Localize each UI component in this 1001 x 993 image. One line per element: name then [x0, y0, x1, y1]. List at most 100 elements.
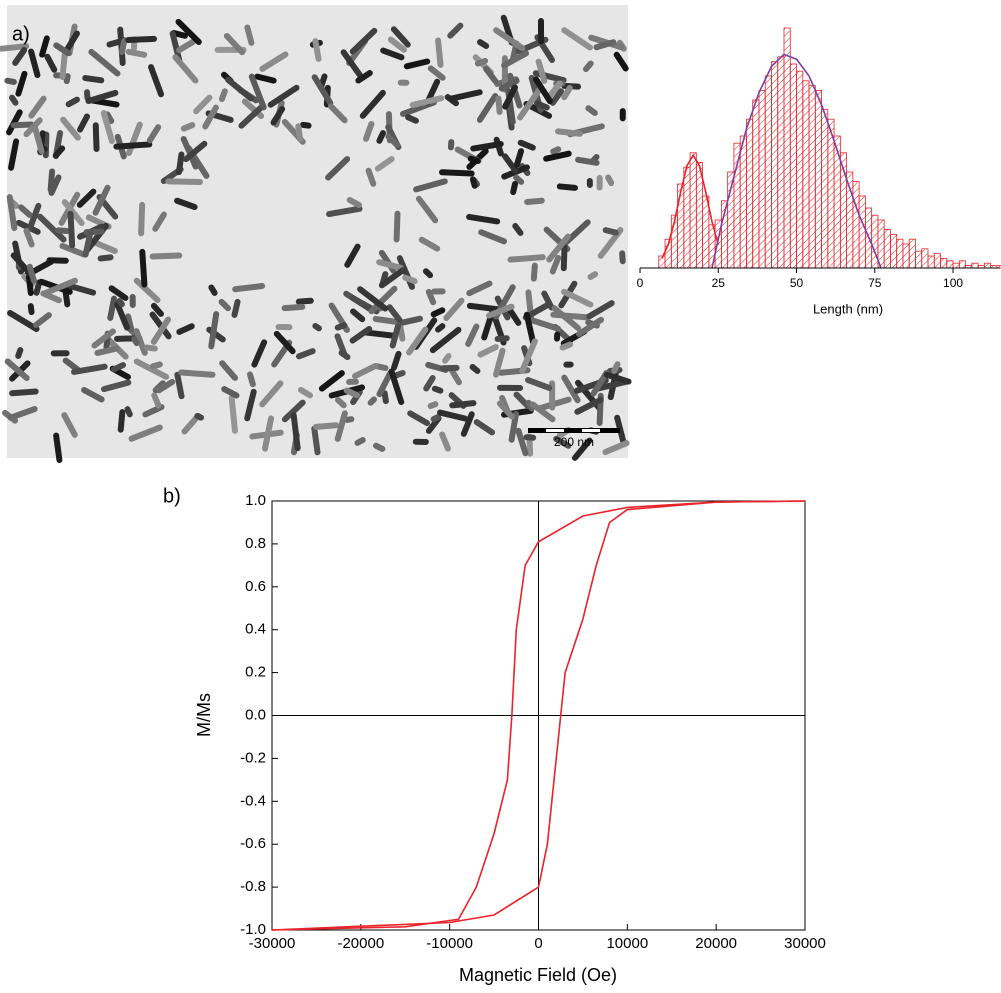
x-tick-label: 10000	[606, 935, 648, 952]
x-tick-label: 50	[790, 276, 804, 290]
nanorods	[0, 14, 632, 464]
nanorod	[76, 188, 97, 208]
histogram-bar	[789, 63, 797, 269]
nanorod	[431, 385, 444, 394]
nanorod	[248, 73, 267, 111]
nanorod	[82, 229, 94, 258]
nanorod	[351, 362, 379, 380]
nanorod	[295, 123, 304, 143]
nanorod	[165, 178, 203, 185]
nanorod	[465, 323, 480, 347]
nanorod	[312, 422, 340, 430]
nanorod	[376, 370, 394, 398]
nanorod	[534, 100, 550, 111]
x-axis-label: Magnetic Field (Oe)	[459, 965, 617, 985]
nanorod	[399, 315, 423, 326]
nanorod	[513, 148, 525, 168]
histogram-bar	[746, 118, 754, 269]
nanorod	[603, 371, 632, 385]
nanorod	[407, 410, 431, 427]
histogram-bar	[752, 99, 760, 269]
nanorod	[208, 284, 218, 296]
histogram-bar	[677, 183, 685, 269]
nanorod	[523, 311, 537, 346]
nanorod	[561, 27, 593, 51]
nanorod	[492, 347, 506, 378]
nanorod	[65, 96, 80, 108]
nanorod	[614, 414, 627, 447]
nanorod	[82, 75, 105, 84]
nanorod	[546, 233, 572, 263]
nanorod	[44, 53, 58, 73]
x-tick-label: -20000	[337, 935, 384, 952]
nanorod	[350, 308, 366, 323]
nanorod	[231, 298, 241, 318]
nanorod	[176, 38, 196, 54]
nanorod	[125, 48, 148, 58]
x-tick-label: -10000	[426, 935, 473, 952]
nanorod	[133, 277, 161, 304]
fit-curve	[711, 53, 882, 269]
nanorod	[512, 223, 524, 236]
nanorod	[232, 283, 266, 293]
nanorod	[15, 70, 28, 97]
nanorod	[560, 288, 594, 308]
nanorod	[129, 293, 136, 309]
y-tick-label: 0.8	[245, 535, 266, 552]
nanorod	[473, 419, 496, 436]
nanorod	[259, 380, 284, 408]
nanorod	[550, 146, 562, 155]
nanorod	[448, 89, 483, 102]
x-tick-label: 20000	[695, 935, 737, 952]
nanorod	[519, 338, 538, 374]
nanorod	[311, 425, 321, 456]
histogram-bar	[983, 262, 992, 269]
nanorod	[368, 285, 398, 315]
nanorod	[559, 341, 574, 351]
nanorod	[8, 138, 20, 171]
y-tick-label: 0.2	[245, 664, 266, 681]
nanorod	[180, 122, 196, 132]
histogram-bar	[927, 255, 935, 269]
nanorod	[390, 26, 411, 48]
nanorod	[148, 64, 164, 98]
histogram-bar	[808, 85, 816, 269]
nanorod	[219, 360, 239, 381]
histogram-bar	[933, 253, 941, 269]
nanorod	[517, 139, 536, 151]
nanorod	[427, 65, 446, 81]
nanorod	[238, 103, 265, 129]
nanorod	[183, 140, 208, 163]
nanorod	[561, 84, 573, 101]
nanorod	[270, 106, 286, 126]
nanorod	[440, 364, 460, 372]
nanorod	[246, 371, 256, 388]
nanorod	[409, 95, 445, 108]
nanorod	[374, 156, 395, 172]
y-tick-label: -0.6	[240, 835, 266, 852]
histogram-bar	[777, 56, 785, 269]
nanorod	[586, 177, 593, 188]
nanorod	[27, 303, 35, 316]
line-series	[271, 500, 806, 931]
nanorod	[338, 349, 351, 361]
nanorod	[174, 197, 198, 211]
nanorod	[218, 88, 228, 103]
nanorod	[100, 379, 132, 393]
nanorod	[376, 130, 386, 144]
scale-bar-label: 200 nm	[554, 435, 594, 449]
nanorod	[318, 370, 345, 392]
nanorod	[4, 358, 30, 382]
nanorod	[133, 358, 170, 380]
nanorod	[495, 95, 503, 115]
nanorod	[178, 369, 216, 378]
nanorod	[524, 197, 545, 205]
nanorod	[176, 323, 195, 335]
y-tick-label: 1.0	[245, 492, 266, 509]
nanorod	[334, 396, 347, 409]
nanorod	[418, 236, 441, 252]
nanorod	[194, 412, 205, 421]
nanorod	[100, 110, 115, 145]
y-tick-label: 0.4	[245, 621, 266, 638]
